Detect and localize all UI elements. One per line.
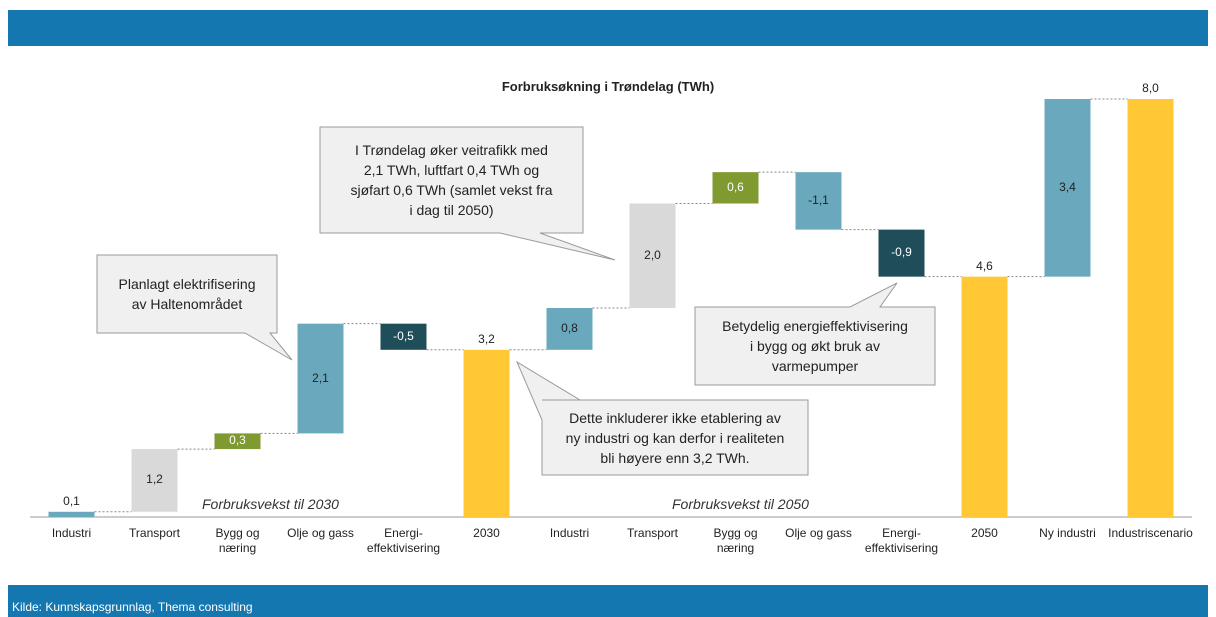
value-label: 0,1: [63, 493, 80, 508]
x-tick-label: Industri: [51, 526, 92, 540]
x-tick-label: Transport: [627, 526, 678, 540]
value-label: 2,0: [644, 247, 661, 262]
bar: [131, 449, 178, 512]
annotation: Planlagt elektrifisering av Haltenområde…: [118, 276, 256, 312]
chart-title: Forbruksøkning i Trøndelag (TWh): [501, 79, 715, 94]
bar: [961, 276, 1008, 517]
value-label: 4,6: [976, 258, 993, 273]
callout: [515, 360, 809, 476]
x-tick-label: Bygg og næring: [713, 526, 758, 555]
bar: [214, 433, 261, 450]
bar: [878, 229, 925, 277]
x-tick-label: Energi- effektivisering: [864, 526, 939, 555]
value-label: 0,3: [229, 433, 246, 448]
x-tick-label: Industriscenario: [1108, 526, 1193, 540]
bar: [629, 203, 676, 308]
x-tick-label: Transport: [129, 526, 180, 540]
source: Kilde: Kunnskapsgrunnlag, Thema consulti…: [12, 600, 253, 614]
bar: [546, 308, 593, 350]
footer-bar: [8, 585, 1208, 617]
x-tick-label: Ny industri: [1039, 526, 1096, 540]
x-tick-label: Industri: [549, 526, 590, 540]
bar: [380, 323, 427, 350]
value-label: 1,2: [146, 472, 163, 487]
value-label: -0,9: [891, 245, 912, 260]
bar: [463, 349, 510, 517]
section-label: Forbruksvekst til 2050: [672, 496, 809, 512]
bar: [297, 323, 344, 434]
value-label: 3,4: [1059, 179, 1076, 194]
value-label: 3,2: [478, 331, 495, 346]
x-tick-label: 2050: [971, 526, 998, 540]
value-label: -1,1: [808, 192, 829, 207]
value-label: 0,6: [727, 179, 744, 194]
callout: [319, 126, 616, 261]
value-label: -0,5: [393, 328, 414, 343]
x-tick-label: 2030: [473, 526, 500, 540]
annotation: Dette inkluderer ikke etablering av ny i…: [565, 410, 785, 466]
callout: [96, 254, 293, 361]
bar: [1127, 99, 1174, 517]
value-label: 8,0: [1142, 81, 1159, 95]
bar: [48, 511, 95, 517]
x-tick-label: Olje og gass: [287, 526, 354, 540]
callout: [694, 282, 936, 386]
annotation: Betydelig energieffektivisering i bygg o…: [722, 318, 908, 374]
section-label: Forbruksvekst til 2030: [202, 496, 339, 512]
bar: [1044, 99, 1091, 277]
header-bar: [8, 10, 1208, 46]
value-label: 2,1: [312, 370, 329, 385]
annotation: I Trøndelag øker veitrafikk med 2,1 TWh,…: [350, 142, 553, 218]
bar: [712, 172, 759, 204]
x-tick-label: Olje og gass: [785, 526, 852, 540]
x-tick-label: Bygg og næring: [215, 526, 260, 555]
x-tick-label: Energi- effektivisering: [366, 526, 441, 555]
bar: [795, 172, 842, 230]
value-label: 0,8: [561, 320, 578, 335]
